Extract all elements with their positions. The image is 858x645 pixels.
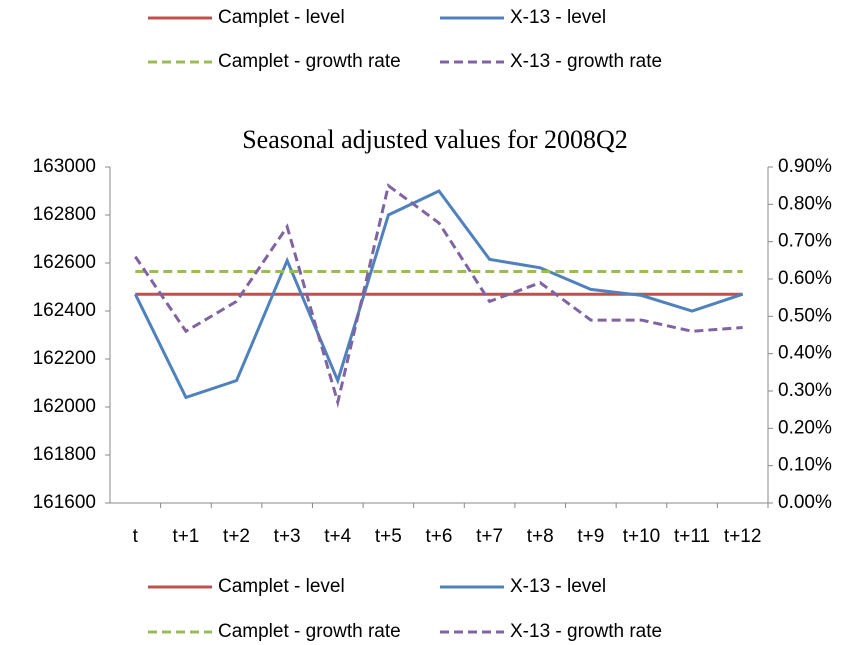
x-tick-label: t+4 [324, 526, 351, 547]
legend-label: Camplet - level [218, 576, 345, 597]
legend-label: X-13 - level [510, 7, 606, 28]
x-tick-label: t+7 [476, 526, 503, 547]
legend-label: X-13 - growth rate [510, 51, 662, 72]
y-tick-label: 162600 [33, 252, 96, 273]
y2-tick-label: 0.10% [778, 455, 832, 476]
x-tick-label: t+6 [426, 526, 453, 547]
y-tick-label: 162800 [33, 204, 96, 225]
y-tick-label: 163000 [33, 156, 96, 177]
legend-label: Camplet - growth rate [218, 51, 401, 72]
y2-tick-label: 0.20% [778, 417, 832, 438]
x-tick-label: t+9 [577, 526, 604, 547]
x-tick-label: t+11 [674, 526, 710, 547]
legend-label: Camplet - level [218, 7, 345, 28]
series-line [134, 183, 743, 409]
x-tick-label: t+8 [527, 526, 554, 547]
y2-tick-label: 0.80% [778, 193, 832, 214]
y-tick-label: 161800 [33, 444, 96, 465]
y2-tick-label: 0.00% [778, 492, 832, 513]
legend-label: X-13 - growth rate [510, 621, 662, 642]
y2-tick-label: 0.90% [778, 156, 832, 177]
x-tick-label: t+3 [274, 526, 301, 547]
y-tick-label: 162000 [33, 396, 96, 417]
x-tick-label: t+1 [172, 526, 199, 547]
x-tick-label: t+5 [375, 526, 402, 547]
x-tick-label: t+10 [623, 526, 661, 547]
y-tick-label: 162200 [33, 348, 96, 369]
series-line [133, 189, 744, 400]
x-tick-label: t+2 [223, 526, 250, 547]
y2-tick-label: 0.30% [778, 380, 832, 401]
y-tick-label: 162400 [33, 300, 96, 321]
y-tick-label: 161600 [33, 492, 96, 513]
y2-tick-label: 0.50% [778, 305, 832, 326]
x-tick-label: t [133, 526, 139, 547]
y2-tick-label: 0.40% [778, 343, 832, 364]
y2-tick-label: 0.70% [778, 231, 832, 252]
legend-label: Camplet - growth rate [218, 621, 401, 642]
x-tick-label: t+12 [724, 526, 762, 547]
chart-title: Seasonal adjusted values for 2008Q2 [242, 125, 628, 154]
y2-tick-label: 0.60% [778, 268, 832, 289]
legend-label: X-13 - level [510, 576, 606, 597]
